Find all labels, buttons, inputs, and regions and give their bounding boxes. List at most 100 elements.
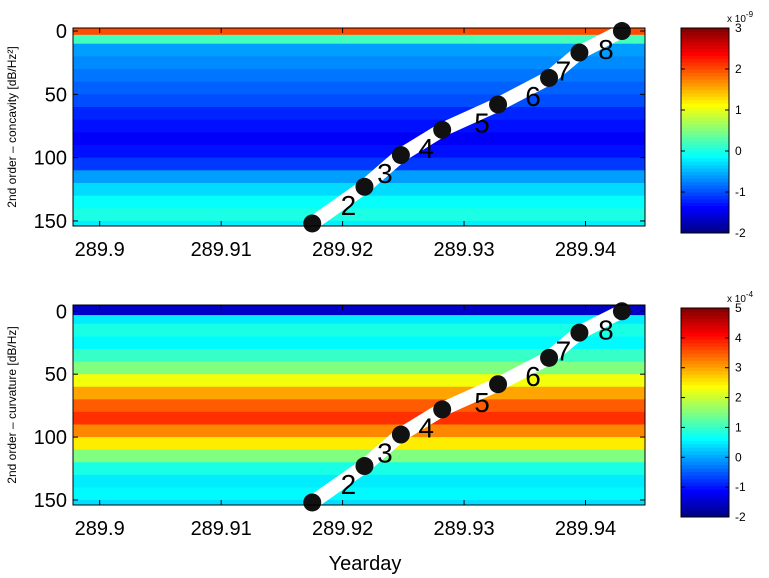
colorbar-step <box>681 374 729 379</box>
track-point <box>570 43 589 62</box>
colorbar-step <box>681 419 729 424</box>
x-tick-label: 289.94 <box>555 239 616 261</box>
colorbar-step <box>681 34 729 39</box>
colorbar-step <box>681 395 729 400</box>
point-label: 3 <box>377 438 393 469</box>
point-label: 8 <box>598 314 614 345</box>
colorbar-step <box>681 140 729 145</box>
colorbar-tick-label: 5 <box>735 301 742 315</box>
colorbar-multiplier: x 10-4 <box>727 290 754 305</box>
colorbar-step <box>681 157 729 162</box>
colorbar-step <box>681 222 729 227</box>
colorbar-step <box>681 464 729 469</box>
track-point <box>489 95 508 114</box>
heatmap-row <box>73 94 645 108</box>
heatmap-row <box>73 144 645 159</box>
x-tick-label: 289.94 <box>555 518 616 540</box>
colorbar-step <box>681 58 729 63</box>
colorbar-step <box>681 422 729 427</box>
colorbar-step <box>681 447 729 452</box>
heatmap-row <box>73 361 645 375</box>
colorbar-step <box>681 391 729 396</box>
point-label: 6 <box>525 361 541 392</box>
point-label: 6 <box>525 81 541 112</box>
colorbar-step <box>681 440 729 445</box>
colorbar-step <box>681 130 729 135</box>
heatmap-row <box>73 106 645 121</box>
colorbar-step <box>681 127 729 131</box>
colorbar-step <box>681 308 729 312</box>
colorbar-tick-label: 1 <box>735 420 742 434</box>
point-label: 5 <box>474 107 490 138</box>
colorbar-step <box>681 215 729 220</box>
heatmap-row <box>73 157 645 171</box>
track-point <box>433 120 452 139</box>
heatmap-row <box>73 119 645 133</box>
colorbar-step <box>681 321 729 326</box>
colorbar-step <box>681 377 729 382</box>
colorbar-step <box>681 219 729 224</box>
colorbar-step <box>681 471 729 476</box>
colorbar-tick-label: -2 <box>735 510 746 524</box>
colorbar-frame <box>680 307 730 518</box>
colorbar-multiplier-power: -4 <box>746 290 754 299</box>
track-point <box>433 400 452 419</box>
colorbar-step <box>681 151 729 155</box>
colorbar-tick-label: 0 <box>735 450 742 464</box>
colorbar-step <box>681 48 729 53</box>
colorbar-step <box>681 468 729 473</box>
colorbar-step <box>681 205 729 210</box>
point-label: 2 <box>341 469 357 500</box>
y-tick-label: 0 <box>56 301 67 323</box>
colorbar-step <box>681 161 729 166</box>
point-label: 5 <box>474 387 490 418</box>
colorbar-step <box>681 51 729 56</box>
colorbar-step <box>681 86 729 90</box>
y-tick-label: 100 <box>34 148 67 170</box>
colorbar-step <box>681 38 729 43</box>
colorbar-step <box>681 314 729 319</box>
colorbar-step <box>681 181 729 186</box>
point-label: 4 <box>418 133 434 164</box>
colorbar-tick-label: 0 <box>735 144 742 158</box>
colorbar-step <box>681 478 729 483</box>
y-axis-label: 2nd order – curvature [dB/Hz] <box>5 326 19 483</box>
x-tick-label: 289.92 <box>312 518 373 540</box>
colorbar-step <box>681 503 729 508</box>
colorbar-step <box>681 202 729 207</box>
colorbar-step <box>681 188 729 193</box>
colorbar-multiplier: x 10-9 <box>727 10 754 25</box>
colorbar-step <box>681 346 729 351</box>
heatmap-row <box>73 336 645 350</box>
colorbar-step <box>681 356 729 361</box>
heatmap-row <box>73 386 645 400</box>
colorbar-step <box>681 513 729 518</box>
colorbar-step <box>681 485 729 490</box>
heatmap-row <box>73 56 645 70</box>
colorbar-step <box>681 55 729 60</box>
y-tick-label: 50 <box>45 84 67 106</box>
colorbar-tick-label: 3 <box>735 21 742 35</box>
heatmap-row <box>73 374 645 388</box>
point-label: 4 <box>418 412 434 443</box>
colorbar-frame <box>680 27 730 234</box>
heatmap-row <box>73 323 645 337</box>
heatmap-row <box>73 170 645 184</box>
colorbar-step <box>681 123 729 128</box>
heatmap-row <box>73 220 645 226</box>
y-tick-label: 0 <box>56 21 67 43</box>
colorbar-step <box>681 489 729 494</box>
colorbar-tick-label: -2 <box>735 226 746 240</box>
colorbar-step <box>681 325 729 330</box>
colorbar-step <box>681 75 729 80</box>
colorbar-step <box>681 384 729 389</box>
colorbar-step <box>681 144 729 149</box>
colorbar-step <box>681 402 729 407</box>
heatmap-row <box>73 315 645 325</box>
colorbar-step <box>681 443 729 448</box>
colorbar-step <box>681 328 729 333</box>
track-point <box>540 348 559 367</box>
colorbar-step <box>681 226 729 231</box>
track-point <box>303 493 322 512</box>
colorbar-step <box>681 28 729 32</box>
